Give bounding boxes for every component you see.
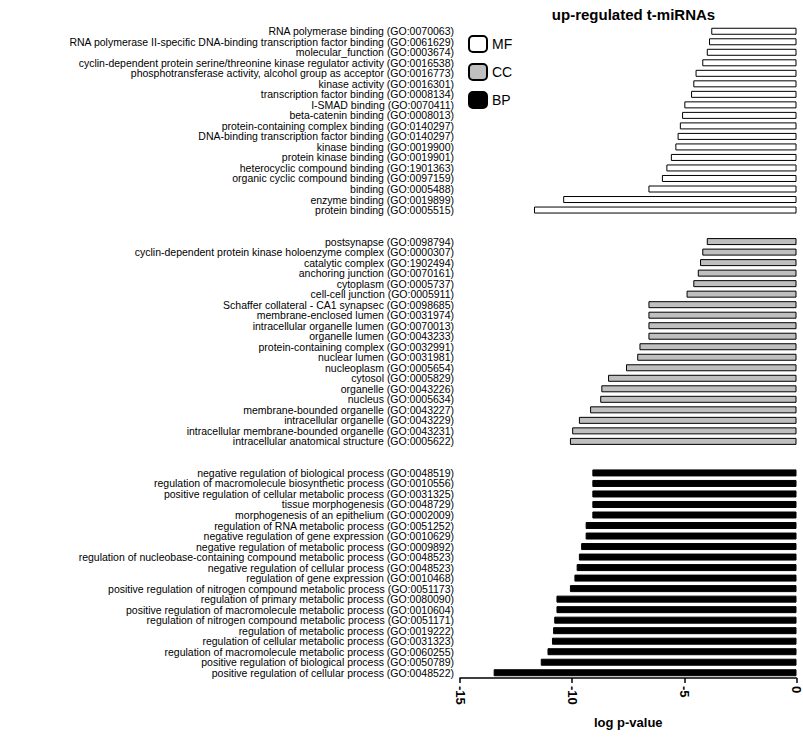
- svg-text:cytoplasm (GO:0005737): cytoplasm (GO:0005737): [336, 277, 454, 290]
- svg-text:transcription factor binding (: transcription factor binding (GO:0008134…: [260, 88, 454, 101]
- svg-text:postsynapse (GO:0098794): postsynapse (GO:0098794): [325, 235, 454, 248]
- svg-text:regulation of nucleobase-conta: regulation of nucleobase-containing comp…: [78, 551, 454, 564]
- svg-text:Schaffer collateral - CA1 syna: Schaffer collateral - CA1 synapsec (GO:0…: [223, 298, 454, 311]
- svg-text:regulation of macromolecule me: regulation of macromolecule metabolic pr…: [164, 645, 454, 658]
- svg-text:log p-value: log p-value: [594, 715, 663, 730]
- svg-text:kinase binding (GO:0019900): kinase binding (GO:0019900): [316, 140, 454, 153]
- svg-text:negative regulation of cellula: negative regulation of cellular process …: [207, 561, 454, 574]
- svg-text:enzyme binding (GO:0019899): enzyme binding (GO:0019899): [310, 193, 454, 206]
- svg-text:anchoring junction (GO:0070161: anchoring junction (GO:0070161): [298, 267, 454, 280]
- svg-text:RNA polymerase II-specific DNA: RNA polymerase II-specific DNA-binding t…: [69, 35, 454, 48]
- svg-text:membrane-bounded organelle (GO: membrane-bounded organelle (GO:0043227): [243, 403, 454, 416]
- svg-text:organic cyclic compound bindin: organic cyclic compound binding (GO:0097…: [232, 172, 454, 185]
- svg-text:nuclear lumen (GO:0031981): nuclear lumen (GO:0031981): [318, 351, 454, 364]
- svg-text:regulation of gene expression: regulation of gene expression (GO:001046…: [246, 572, 454, 585]
- svg-text:phosphotransferase activity, a: phosphotransferase activity, alcohol gro…: [130, 67, 454, 80]
- svg-text:regulation of metabolic proces: regulation of metabolic process (GO:0019…: [238, 624, 454, 637]
- svg-text:cyclin-dependent protein kinas: cyclin-dependent protein kinase holoenzy…: [134, 246, 454, 259]
- svg-text:up-regulated t-miRNAs: up-regulated t-miRNAs: [552, 6, 715, 23]
- svg-text:MF: MF: [492, 36, 512, 52]
- svg-text:I-SMAD binding (GO:0070411): I-SMAD binding (GO:0070411): [311, 98, 454, 111]
- svg-text:binding (GO:0005488): binding (GO:0005488): [350, 183, 454, 195]
- svg-text:CC: CC: [492, 64, 512, 80]
- svg-text:regulation of nitrogen compoun: regulation of nitrogen compound metaboli…: [146, 614, 454, 627]
- svg-text:catalytic complex (GO:1902494): catalytic complex (GO:1902494): [304, 256, 454, 269]
- svg-text:negative regulation of metabol: negative regulation of metabolic process…: [196, 540, 454, 553]
- svg-text:membrane-enclosed lumen (GO:00: membrane-enclosed lumen (GO:0031974): [256, 309, 454, 322]
- svg-text:kinase activity (GO:0016301): kinase activity (GO:0016301): [318, 77, 454, 90]
- svg-text:BP: BP: [492, 92, 511, 108]
- svg-text:positive regulation of cellula: positive regulation of cellular process …: [212, 667, 454, 679]
- svg-text:organelle (GO:0043226): organelle (GO:0043226): [340, 382, 454, 395]
- svg-text:-10: -10: [565, 686, 580, 705]
- svg-text:-5: -5: [677, 686, 692, 698]
- svg-text:molecular_function (GO:0003674: molecular_function (GO:0003674): [295, 46, 454, 59]
- svg-text:-15: -15: [453, 686, 468, 705]
- svg-text:positive regulation of macromo: positive regulation of macromolecule met…: [126, 603, 454, 616]
- svg-text:RNA polymerase binding (GO:007: RNA polymerase binding (GO:0070063): [268, 25, 454, 38]
- svg-text:cell-cell junction (GO:0005911: cell-cell junction (GO:0005911): [310, 288, 454, 301]
- svg-text:protein-containing complex bin: protein-containing complex binding (GO:0…: [221, 119, 454, 132]
- svg-text:intracellular organelle (GO:00: intracellular organelle (GO:0043229): [284, 414, 454, 427]
- svg-text:intracellular membrane-bounded: intracellular membrane-bounded organelle…: [186, 424, 454, 437]
- svg-text:protein kinase binding (GO:001: protein kinase binding (GO:0019901): [281, 151, 454, 164]
- svg-text:organelle lumen (GO:0043233): organelle lumen (GO:0043233): [309, 330, 454, 343]
- svg-text:tissue morphogenesis (GO:00487: tissue morphogenesis (GO:0048729): [281, 498, 454, 511]
- svg-text:beta-catenin binding (GO:00080: beta-catenin binding (GO:0008013): [289, 109, 454, 122]
- svg-text:0: 0: [789, 686, 803, 693]
- svg-text:nucleus (GO:0005634): nucleus (GO:0005634): [347, 393, 454, 406]
- svg-text:heterocyclic compound binding: heterocyclic compound binding (GO:190136…: [239, 162, 454, 174]
- svg-text:regulation of RNA metabolic pr: regulation of RNA metabolic process (GO:…: [214, 519, 454, 532]
- svg-text:negative regulation of biologi: negative regulation of biological proces…: [197, 466, 454, 479]
- svg-text:DNA-binding transcription fact: DNA-binding transcription factor binding…: [198, 130, 454, 143]
- svg-text:positive regulation of nitroge: positive regulation of nitrogen compound…: [108, 582, 454, 595]
- svg-text:regulation of cellular metabol: regulation of cellular metabolic process…: [202, 635, 454, 648]
- svg-text:intracellular anatomical struc: intracellular anatomical structure (GO:0…: [233, 435, 454, 447]
- svg-text:regulation of macromolecule bi: regulation of macromolecule biosynthetic…: [154, 477, 454, 490]
- svg-text:regulation of primary metaboli: regulation of primary metabolic process …: [200, 593, 454, 606]
- svg-text:intracellular organelle lumen: intracellular organelle lumen (GO:007001…: [252, 319, 454, 332]
- svg-text:cytosol (GO:0005829): cytosol (GO:0005829): [351, 372, 454, 385]
- svg-text:negative regulation of gene ex: negative regulation of gene expression (…: [203, 530, 454, 542]
- svg-text:morphogenesis of an epithelium: morphogenesis of an epithelium (GO:00020…: [235, 509, 454, 521]
- svg-text:protein binding (GO:0005515): protein binding (GO:0005515): [315, 204, 454, 216]
- svg-text:nucleoplasm (GO:0005654): nucleoplasm (GO:0005654): [325, 361, 454, 374]
- svg-text:protein-containing complex (GO: protein-containing complex (GO:0032991): [258, 340, 454, 353]
- svg-text:positive regulation of biologi: positive regulation of biological proces…: [201, 656, 454, 669]
- svg-text:cyclin-dependent protein serin: cyclin-dependent protein serine/threonin…: [78, 56, 454, 69]
- svg-text:positive regulation of cellula: positive regulation of cellular metaboli…: [163, 488, 454, 500]
